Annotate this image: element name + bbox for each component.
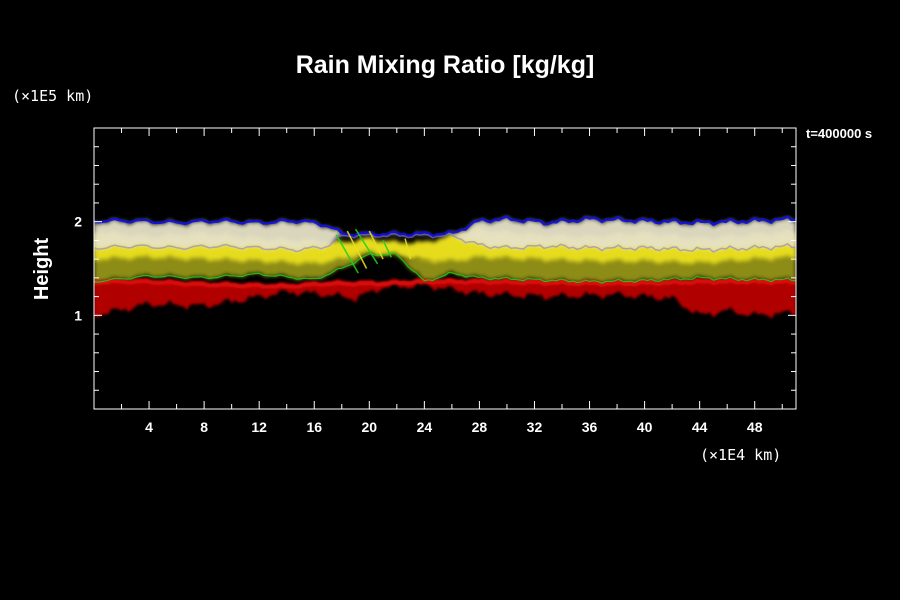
red-band-highlight xyxy=(94,278,796,289)
x-tick-label: 8 xyxy=(200,419,208,435)
blue-top-edge xyxy=(94,215,796,238)
gap-streak xyxy=(368,230,384,260)
x-tick-label: 20 xyxy=(362,419,378,435)
white-cloud xyxy=(94,216,796,253)
y-axis: 12 xyxy=(74,127,796,410)
chart-title: Rain Mixing Ratio [kg/kg] xyxy=(296,51,595,79)
x-tick-label: 48 xyxy=(747,419,763,435)
y-tick-label: 2 xyxy=(74,214,82,230)
x-tick-label: 4 xyxy=(145,419,153,435)
x-tick-label: 24 xyxy=(417,419,433,435)
x-axis: 4 8 12 16 20 24 28 32 36 40 44 48 xyxy=(93,128,783,435)
plot-overlay xyxy=(94,215,796,289)
x-tick-label: 36 xyxy=(582,419,598,435)
x-tick-label: 28 xyxy=(472,419,488,435)
x-tick-label: 16 xyxy=(306,419,322,435)
plot-area xyxy=(94,216,796,319)
x-tick-label: 44 xyxy=(692,419,708,435)
y-axis-label: Height xyxy=(31,238,53,301)
gap-streak xyxy=(335,234,359,274)
x-tick-label: 40 xyxy=(637,419,653,435)
y-unit-label: (×1E5 km) xyxy=(12,87,93,105)
violet-fringe xyxy=(94,232,796,253)
gap-streak xyxy=(382,240,392,258)
gap-streak xyxy=(404,238,412,260)
plot-frame xyxy=(93,127,797,410)
y-tick-label: 1 xyxy=(74,307,82,323)
x-tick-label: 32 xyxy=(527,419,543,435)
gap-streak xyxy=(346,230,368,269)
time-stamp: t=400000 s xyxy=(806,126,872,141)
x-tick-label: 12 xyxy=(251,419,267,435)
green-fringe xyxy=(94,252,796,284)
x-unit-label: (×1E4 km) xyxy=(700,446,781,464)
gap-streak xyxy=(354,228,379,265)
